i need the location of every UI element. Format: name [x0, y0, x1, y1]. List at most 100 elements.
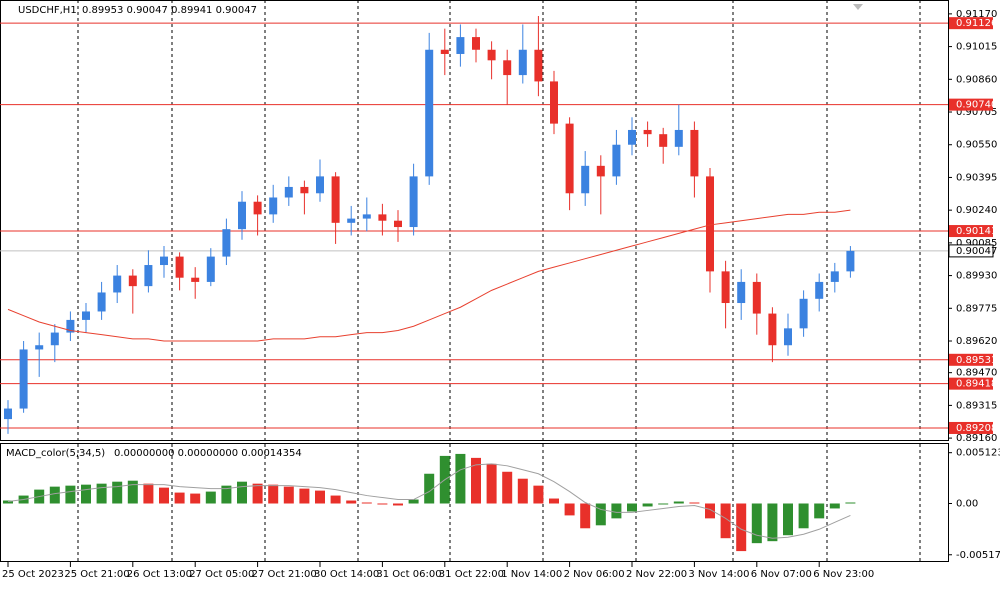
macd-bar: [705, 503, 715, 519]
macd-title: MACD_color(5,34,5): [6, 448, 105, 459]
macd-bar: [174, 492, 185, 504]
x-tick-label: 26 Oct 13:00: [127, 569, 192, 580]
candle-body: [581, 165, 590, 194]
x-tick-label: 6 Nov 07:00: [751, 569, 812, 580]
macd-bar: [190, 493, 201, 504]
macd-bar: [751, 503, 762, 544]
candle-body: [534, 49, 543, 82]
macd-bar: [330, 495, 341, 504]
macd-bar: [65, 485, 76, 504]
candle-body: [238, 201, 246, 230]
x-tick-label: 25 Oct 2023: [2, 569, 64, 580]
macd-bar: [549, 498, 559, 504]
macd-bar: [393, 503, 403, 506]
macd-values: 0.00000000 0.00000000 0.00014354: [114, 448, 302, 459]
level-box: [949, 17, 993, 30]
x-tick-label: 31 Oct 06:00: [376, 569, 441, 580]
macd-bar: [252, 483, 263, 504]
candle-body: [456, 37, 465, 54]
macd-bar: [268, 484, 279, 504]
candle-body: [518, 49, 527, 76]
macd-bar: [502, 471, 513, 504]
candle-body: [628, 129, 636, 145]
macd-bar: [112, 481, 123, 504]
v-grid: [77, 0, 921, 562]
candle-body: [799, 298, 808, 329]
candle-body: [253, 201, 262, 215]
candle-body: [721, 271, 730, 304]
macd-bar: [471, 457, 481, 504]
x-tick-label: 6 Nov 23:00: [813, 569, 874, 580]
x-tick-label: 27 Oct 21:00: [252, 569, 317, 580]
macd-bar: [642, 503, 653, 507]
macd-bar: [143, 483, 154, 504]
macd-bar: [627, 503, 637, 512]
candle-body: [97, 292, 106, 312]
x-tick-label: 2 Nov 06:00: [564, 569, 625, 580]
candle-body: [191, 277, 200, 282]
macd-bar: [377, 503, 388, 505]
level-box: [949, 377, 993, 390]
candle-body: [128, 275, 137, 287]
candle-body: [66, 319, 75, 333]
candle-body: [643, 129, 652, 135]
candle-body: [284, 186, 293, 198]
y-tick-label: 0.00: [956, 498, 978, 509]
macd-bar: [814, 503, 825, 519]
candle-body: [394, 220, 402, 228]
macd-bar: [564, 503, 575, 516]
candle-body: [4, 408, 12, 420]
macd-bar: [361, 502, 372, 504]
macd-bar: [673, 501, 684, 504]
macd-bar: [237, 481, 247, 504]
candle-body: [440, 49, 449, 54]
candle-body: [409, 176, 418, 228]
macd-bar: [159, 487, 169, 504]
level-box: [949, 225, 993, 238]
macd-bar: [658, 503, 669, 505]
x-tick-label: 2 Nov 22:00: [626, 569, 687, 580]
macd-bar: [96, 483, 107, 504]
candle-body: [487, 49, 496, 61]
y-tick-label: 0.90860: [956, 74, 997, 85]
y-tick-label: 0.91170: [956, 9, 997, 20]
y-tick-label: 0.0051237: [956, 448, 1000, 459]
candle-body: [175, 256, 184, 278]
macd-bar: [205, 491, 216, 504]
macd-bar: [299, 488, 310, 504]
candle-body: [222, 229, 231, 257]
main-panel: [0, 0, 949, 441]
x-tick-label: 3 Nov 14:00: [688, 569, 749, 580]
candle-body: [160, 256, 168, 266]
y-tick-label: 0.89620: [956, 336, 997, 347]
current-label: 0.90047: [956, 246, 997, 257]
level-box: [949, 98, 993, 111]
candle-body: [596, 165, 605, 177]
macd-bar: [49, 486, 60, 504]
y-tick-label: 0.90085: [956, 238, 997, 249]
level-label: 0.89418: [956, 379, 997, 390]
level-box: [949, 421, 993, 434]
macd-bar: [221, 485, 232, 504]
macd-bar: [798, 503, 809, 529]
macd-bar: [81, 484, 91, 504]
macd-bar: [845, 502, 856, 504]
y-tick-label: 0.89160: [956, 433, 997, 444]
macd-bar: [595, 503, 606, 526]
macd-bar: [3, 500, 13, 504]
candle-body: [503, 60, 512, 76]
macd-panel: [0, 443, 949, 562]
candle-body: [565, 123, 574, 194]
y-tick-label: 0.90705: [956, 107, 997, 118]
candle-body: [550, 81, 558, 124]
y-tick-label: 0.89315: [956, 400, 997, 411]
candle-body: [425, 49, 434, 177]
macd-bar: [533, 485, 544, 504]
candle-body: [830, 271, 839, 282]
macd-bar: [346, 500, 357, 504]
candle-body: [206, 256, 215, 282]
y-tick-label: 0.89775: [956, 303, 997, 314]
y-tick-label: 0.89930: [956, 271, 997, 282]
y-tick-label: 0.90240: [956, 205, 997, 216]
candle-body: [768, 313, 777, 346]
